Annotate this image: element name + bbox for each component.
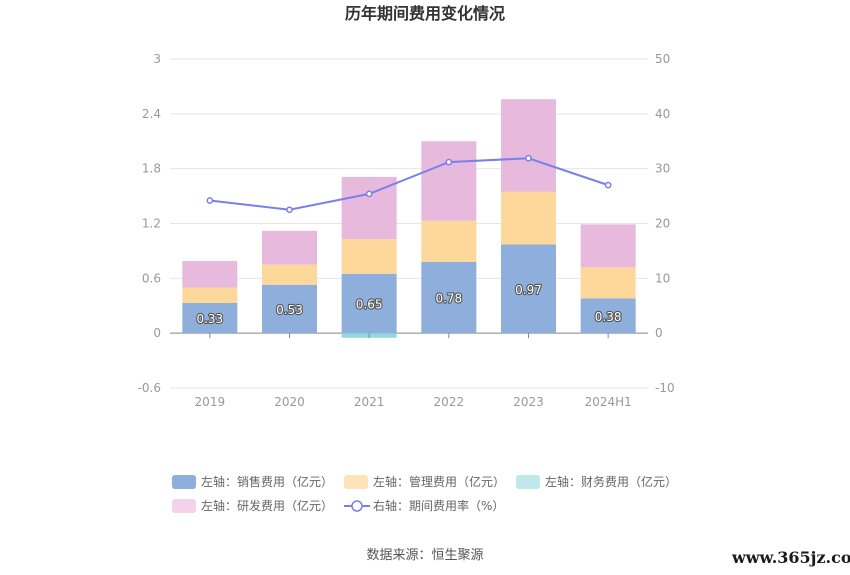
left-tick-label: -0.6: [138, 381, 161, 395]
left-axis-ticks: -0.6 0 0.6 1.2 1.8 2.4 3: [138, 52, 161, 395]
bar-segment: [182, 303, 238, 334]
bar-segment: [182, 287, 238, 304]
right-tick-label: 20: [655, 217, 670, 231]
bar-segment: [262, 230, 317, 265]
bar-segment: [580, 267, 636, 299]
left-tick-label: 3: [153, 52, 161, 66]
x-tick-label: 2022: [434, 395, 465, 409]
bar-segment: [262, 284, 317, 334]
right-tick-label: 0: [655, 326, 663, 340]
legend-swatch: [172, 499, 196, 513]
bar-segment: [501, 244, 556, 334]
x-tick-label: 2020: [274, 395, 305, 409]
bar-segment: [341, 239, 397, 274]
bar-segment: [262, 264, 317, 285]
bar-value-label: 0.78: [435, 292, 462, 306]
x-tick-label: 2024H1: [585, 395, 632, 409]
bar-segment: [580, 224, 636, 268]
legend-label: 左轴：管理费用（亿元）: [373, 474, 505, 489]
legend-label: 右轴：期间费用率（%）: [373, 498, 504, 513]
rate-point: [365, 190, 373, 198]
right-axis-ticks: -10 0 10 20 30 40 50: [655, 52, 675, 395]
bar-value-label: 0.65: [356, 297, 383, 311]
bar-segment: [182, 260, 238, 288]
x-axis-ticks: 2019 2020 2021 2022 2023 2024H1: [195, 333, 632, 409]
bar-segment: [421, 261, 477, 334]
bars: [182, 99, 636, 338]
right-tick-label: 10: [655, 271, 670, 285]
right-tick-label: 40: [655, 107, 670, 121]
left-tick-label: 1.2: [142, 217, 161, 231]
legend-swatch: [516, 475, 540, 489]
right-tick-label: 50: [655, 52, 670, 66]
legend-marker-icon: [351, 500, 363, 512]
bar-value-label: 0.53: [276, 303, 303, 317]
bar-segment: [421, 141, 477, 221]
x-tick-label: 2021: [354, 395, 385, 409]
grid: [170, 58, 648, 389]
bar-segment: [580, 298, 636, 334]
rate-point: [445, 158, 453, 166]
bar-value-label: 0.97: [515, 283, 542, 297]
x-tick-label: 2023: [513, 395, 544, 409]
rate-point: [206, 197, 214, 204]
legend-label: 左轴：财务费用（亿元）: [545, 474, 677, 489]
rate-line-path: [209, 157, 609, 211]
watermark: www.365jz.com: [731, 548, 850, 567]
left-tick-label: 0.6: [142, 271, 161, 285]
bar-labels: 0.33 0.53 0.65 0.78 0.97 0.38: [195, 282, 622, 327]
legend-label: 左轴：销售费用（亿元）: [201, 474, 333, 489]
legend-swatch: [172, 475, 196, 489]
bar-value-label: 0.38: [595, 310, 622, 324]
left-tick-label: 2.4: [142, 107, 161, 121]
left-tick-label: 1.8: [142, 162, 161, 176]
bar-segment: [341, 273, 397, 334]
bar-segment: [501, 99, 556, 192]
x-tick-label: 2019: [195, 395, 226, 409]
bar-value-label: 0.33: [196, 312, 223, 326]
legend-label: 左轴：研发费用（亿元）: [201, 498, 333, 513]
rate-point: [604, 181, 612, 189]
left-tick-label: 0: [153, 326, 161, 340]
right-tick-label: 30: [655, 162, 670, 176]
legend: 左轴：销售费用（亿元） 左轴：管理费用（亿元） 左轴：财务费用（亿元） 左轴：研发费用…: [172, 474, 677, 513]
source-note: 数据来源：恒生聚源: [366, 548, 483, 563]
bar-segment: [501, 191, 556, 245]
legend-swatch: [344, 475, 368, 489]
right-tick-label: -10: [655, 381, 675, 395]
rate-point: [286, 206, 293, 214]
rate-point: [525, 154, 532, 162]
chart-title: 历年期间费用变化情况: [345, 4, 505, 23]
rate-line: [206, 154, 612, 214]
bar-segment: [421, 220, 477, 262]
